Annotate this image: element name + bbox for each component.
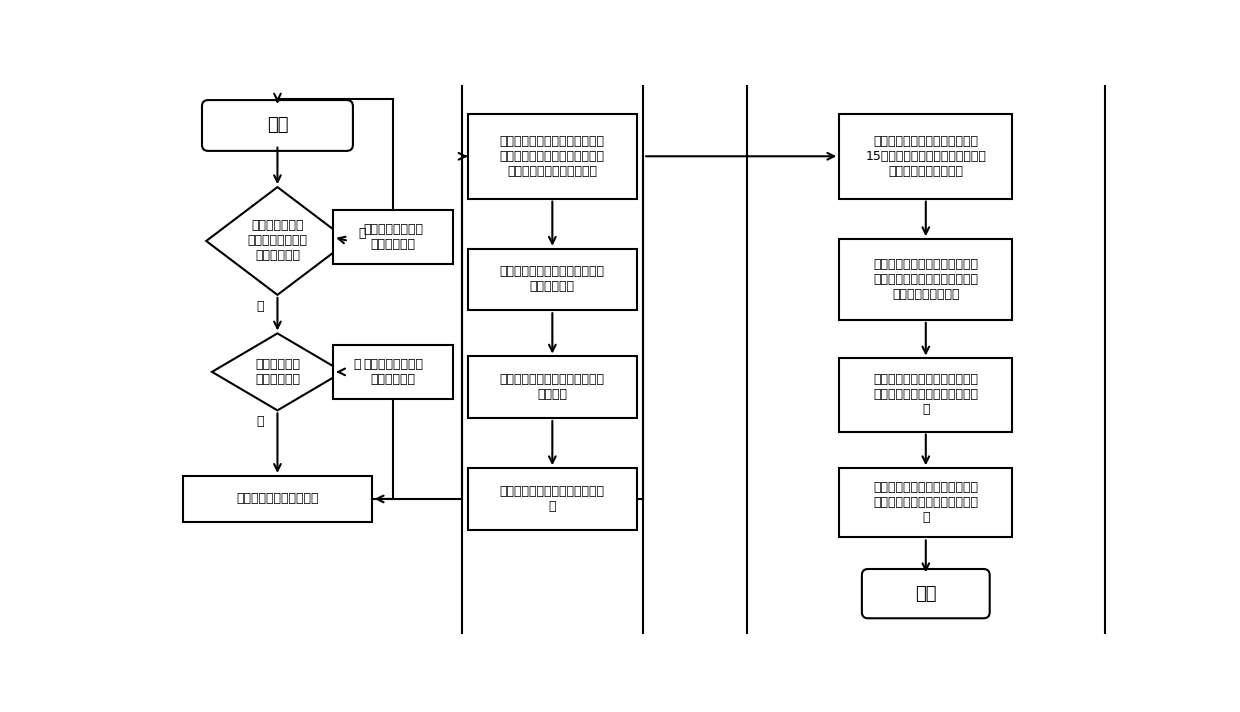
Text: 是: 是 [358,227,366,240]
Bar [839,114,1012,199]
Bar [334,210,453,264]
Text: 开始: 开始 [267,117,288,135]
Text: 用户扫码进场后根据终端规划的
从入口到车位的最短路径到达车
位: 用户扫码进场后根据终端规划的 从入口到车位的最短路径到达车 位 [873,374,978,417]
Bar [467,114,637,199]
Bar [184,476,372,522]
Text: 用户根据车场平面图自主选择车
位: 用户根据车场平面图自主选择车 位 [500,485,605,513]
Text: 页面会显示向用户推荐的车位编
号，也可以点击查看订单详情和
生成用户进场二维码: 页面会显示向用户推荐的车位编 号，也可以点击查看订单详情和 生成用户进场二维码 [873,258,978,301]
Bar [839,358,1012,431]
Text: 填写车牌号，入场时间，出场时
间等信息: 填写车牌号，入场时间，出场时 间等信息 [500,373,605,402]
Text: 用户选择合适小区停车场，进入
预定车位页面: 用户选择合适小区停车场，进入 预定车位页面 [500,266,605,293]
Text: 进入小区停车场列表页面: 进入小区停车场列表页面 [236,493,319,506]
Bar [839,239,1012,320]
Bar [839,468,1012,538]
Text: 用户是否授权
获取位置信息: 用户是否授权 获取位置信息 [255,358,300,386]
FancyBboxPatch shape [862,569,990,618]
Text: 否: 否 [257,300,264,313]
Bar [334,345,453,399]
Text: 否: 否 [353,357,361,371]
Text: 结束: 结束 [915,585,936,602]
FancyBboxPatch shape [202,100,353,151]
Text: 支付相应的担保费（未提前超过
15分钟无需担保费），点击立即预
定，进入预订成功页面: 支付相应的担保费（未提前超过 15分钟无需担保费），点击立即预 定，进入预订成功… [866,135,986,178]
Polygon shape [206,187,348,295]
Text: 在搜索栏搜索地点
选择预约位置: 在搜索栏搜索地点 选择预约位置 [363,358,423,386]
Bar [467,248,637,310]
Text: 各小区停车场按距离远近排列，
根据停车场车位信息表显示小区
名称、剩余车位和停车费用: 各小区停车场按距离远近排列， 根据停车场车位信息表显示小区 名称、剩余车位和停车… [500,135,605,178]
Text: 查询用户订单信
息表判断用户是否
有未完成订单: 查询用户订单信 息表判断用户是否 有未完成订单 [248,219,308,263]
Bar [467,468,637,530]
Text: 是: 是 [257,415,264,429]
Bar [467,357,637,418]
Text: 停车完毕扫码出场后在订单详情
页面点击支付，支付成功完成订
单: 停车完毕扫码出场后在订单详情 页面点击支付，支付成功完成订 单 [873,481,978,524]
Polygon shape [212,333,343,410]
Text: 进入订单详情进行
订单支付流程: 进入订单详情进行 订单支付流程 [363,223,423,251]
